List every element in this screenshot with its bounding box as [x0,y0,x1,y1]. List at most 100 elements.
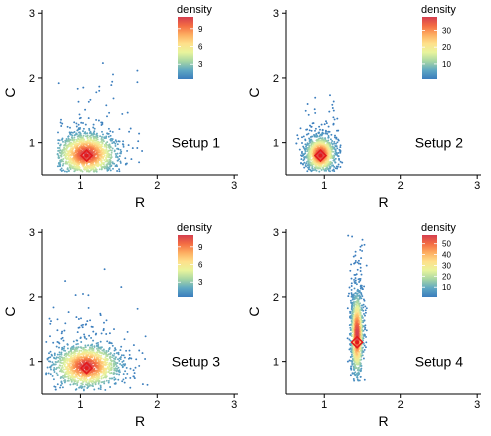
data-point [64,144,67,147]
data-point [48,352,50,355]
data-point [354,254,357,257]
data-point [76,331,79,334]
data-point [131,147,134,150]
data-point [361,347,364,350]
data-point [350,365,353,368]
data-point [103,382,106,385]
data-point [110,139,112,142]
data-point [106,141,109,144]
data-point [333,154,336,157]
data-point [94,333,97,336]
data-point [333,136,336,139]
data-point [48,317,51,320]
data-point [114,361,117,364]
data-point [82,127,85,130]
data-point [356,378,359,381]
data-point [85,377,88,380]
data-point [47,356,50,359]
data-point [122,363,125,366]
data-point [99,351,102,354]
data-point [349,374,352,377]
data-point [60,170,63,172]
data-point [307,132,310,135]
data-point [85,337,88,340]
data-point [91,325,94,328]
data-point [72,340,75,343]
data-point [93,378,95,381]
data-point [92,123,95,126]
data-point [123,356,126,359]
data-point [300,162,302,164]
data-point [332,116,335,119]
data-point [76,135,79,138]
data-point [80,121,83,124]
data-point [105,333,108,335]
data-point [113,141,115,144]
data-point [72,354,75,357]
data-point [110,151,113,154]
data-point [75,122,78,125]
y-tick-label: 3 [273,227,279,239]
data-point [62,361,65,364]
data-point [123,381,126,384]
data-point [76,129,79,132]
data-point [301,136,303,139]
data-point [136,69,139,72]
data-point [111,138,114,141]
data-point [125,349,128,352]
data-point [93,153,96,155]
data-point [83,336,86,339]
data-point [336,117,339,120]
data-point [56,318,59,321]
data-point [304,109,307,112]
data-point [334,161,337,164]
data-point [124,157,127,160]
data-point [106,115,108,118]
data-point [120,150,123,153]
data-point [64,379,66,381]
data-point [58,139,61,142]
data-point [301,142,303,144]
data-point [365,307,368,310]
data-point [339,146,342,149]
data-point [92,372,94,375]
data-point [359,287,362,290]
data-point [113,382,116,385]
data-point [118,158,121,161]
data-point [349,299,352,302]
data-point [126,372,129,375]
data-point [306,103,309,105]
data-point [333,170,336,173]
data-point [117,140,120,143]
data-point [69,138,72,141]
data-point [359,270,362,272]
data-point [339,144,342,147]
data-point [110,366,113,369]
data-point [314,111,317,114]
data-point [80,382,83,385]
data-point [105,355,108,357]
data-point [73,131,76,133]
data-point [88,355,91,358]
data-point [80,349,83,352]
data-point [76,140,79,143]
data-point [46,358,49,361]
data-point [350,288,353,291]
data-point [109,386,112,388]
data-point [92,137,95,140]
data-point [78,117,81,120]
data-point [97,355,100,358]
data-point [355,310,358,312]
data-point [306,150,309,153]
data-point [75,388,78,391]
data-point [331,107,334,109]
legend-tick-label: 3 [198,60,203,69]
data-point [59,168,62,171]
data-point [350,263,353,266]
data-point [136,81,139,84]
data-point [88,135,91,138]
data-point [356,268,359,271]
data-point [353,369,356,371]
data-point [54,363,57,366]
data-point [58,162,61,165]
